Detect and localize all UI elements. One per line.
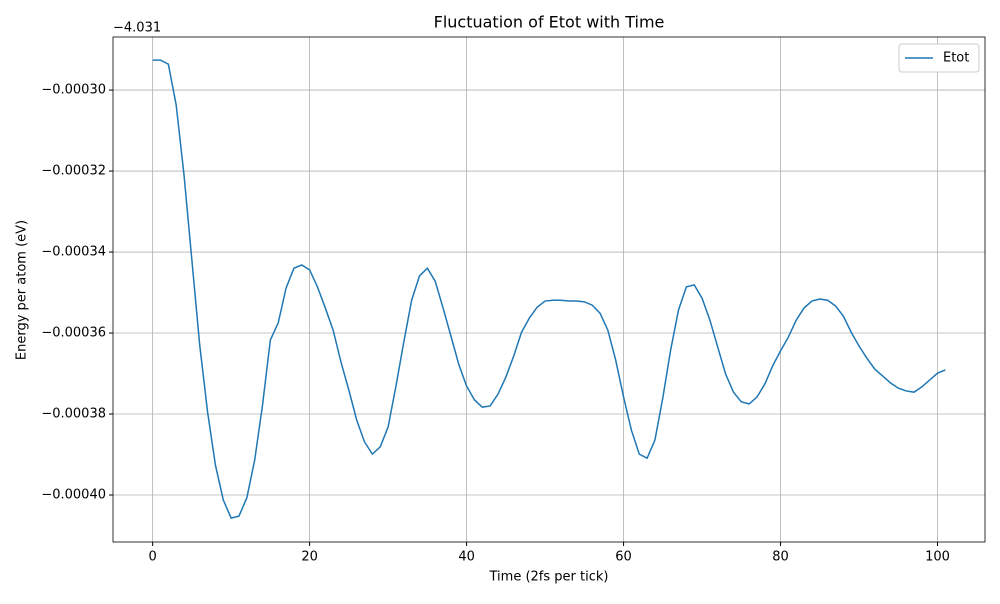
- line: [152, 59, 946, 519]
- legend-label: Etot: [943, 51, 969, 66]
- x-tick-label: 40: [458, 550, 475, 565]
- x-tick-label: 100: [925, 550, 950, 565]
- x-tick-label: 80: [772, 550, 789, 565]
- x-tick-label: 20: [301, 550, 318, 565]
- x-tick-label: 60: [615, 550, 632, 565]
- y-tick-label: −0.00038: [41, 407, 106, 422]
- y-offset-label: −4.031: [113, 21, 161, 36]
- y-tick-label: −0.00040: [41, 488, 106, 503]
- y-tick-label: −0.00032: [41, 164, 106, 179]
- x-axis-label: Time (2fs per tick): [489, 570, 609, 585]
- x-tick-label: 0: [148, 550, 156, 565]
- y-tick-label: −0.00030: [41, 83, 106, 98]
- y-axis-label: Energy per atom (eV): [15, 220, 30, 360]
- y-tick-label: −0.00034: [41, 245, 106, 260]
- y-tick-label: −0.00036: [41, 326, 106, 341]
- legend-box: [898, 43, 980, 73]
- plot-frame: [112, 36, 986, 543]
- chart-title: Fluctuation of Etot with Time: [434, 13, 665, 32]
